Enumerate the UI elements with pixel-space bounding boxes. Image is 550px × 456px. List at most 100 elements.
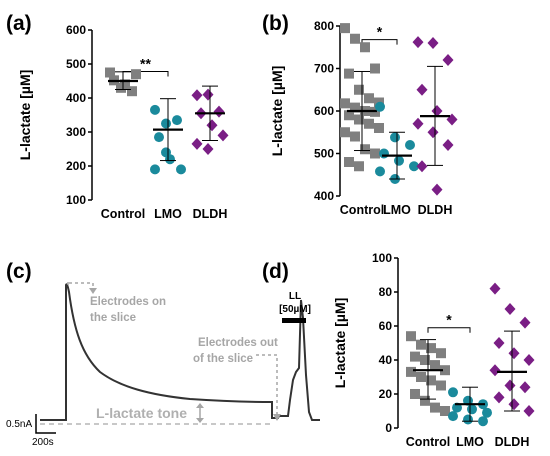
data-point-lmo — [482, 407, 492, 418]
panel-label-c: (c) — [6, 260, 32, 283]
data-point-dldh — [431, 183, 443, 196]
data-point-control — [420, 355, 430, 365]
data-point-control — [430, 402, 440, 413]
data-point-control — [354, 84, 364, 95]
y-tick-label: 100 — [372, 251, 392, 265]
data-point-dldh — [489, 282, 501, 295]
chart-c: Electrodes on the slice Electrodes out of … — [6, 282, 320, 448]
data-point-lmo — [176, 164, 186, 175]
y-tick-label: 60 — [379, 319, 393, 333]
data-point-dldh — [206, 119, 218, 132]
data-point-dldh — [523, 405, 535, 417]
data-point-dldh — [508, 347, 520, 360]
data-point-lmo — [467, 404, 477, 415]
y-tick-label: 800 — [314, 19, 334, 33]
data-point-control — [120, 79, 130, 90]
y-tick-label: 700 — [314, 62, 334, 76]
annotation-electrodes-out: Electrodes out of the slice — [193, 337, 278, 365]
ll-label: LL — [289, 291, 301, 302]
panel-label-a: (a) — [6, 12, 32, 35]
y-tick-label: 600 — [66, 23, 86, 37]
y-axis-label: L-lactate [µM] — [269, 66, 285, 157]
data-point-control — [370, 63, 380, 74]
data-point-control — [131, 69, 141, 80]
x-category-label: Control — [340, 203, 384, 217]
data-point-control — [416, 339, 426, 350]
arrowhead-icon — [89, 288, 97, 294]
data-point-lmo — [375, 166, 385, 177]
y-axis-label: L-lactate [µM] — [332, 298, 348, 389]
electrodes-out-pointer — [256, 354, 278, 420]
data-point-lmo — [154, 132, 164, 143]
data-point-lmo — [150, 104, 160, 115]
data-point-lmo — [161, 118, 171, 129]
data-point-dldh — [191, 89, 203, 102]
data-point-control — [344, 68, 354, 79]
x-category-label: Control — [406, 435, 450, 449]
x-category-label: LMO — [456, 435, 484, 449]
data-point-control — [420, 395, 430, 406]
data-point-dldh — [523, 354, 535, 366]
data-point-control — [406, 366, 416, 377]
data-point-dldh — [427, 37, 439, 49]
data-point-dldh — [442, 139, 454, 151]
data-point-lmo — [405, 140, 415, 150]
data-point-lmo — [161, 147, 171, 158]
data-point-lmo — [172, 115, 182, 126]
y-axis-label: L-lactate [µM] — [17, 70, 33, 161]
x-category-label: LMO — [154, 207, 182, 221]
scale-bar-time-label: 200s — [32, 437, 54, 448]
y-tick-label: 80 — [379, 285, 393, 299]
data-point-dldh — [191, 137, 203, 150]
x-category-label: DLDH — [193, 207, 228, 221]
y-tick-label: 600 — [314, 104, 334, 118]
panel-label-b: (b) — [262, 12, 289, 35]
data-point-control — [430, 360, 440, 371]
data-point-dldh — [489, 364, 501, 377]
annotation-electrodes-on: Electrodes on the slice — [90, 296, 166, 324]
scale-bar-current-label: 0.5nA — [6, 419, 32, 430]
data-point-dldh — [427, 126, 439, 139]
data-point-control — [340, 23, 350, 34]
data-point-control — [350, 131, 360, 142]
data-point-control — [436, 380, 446, 391]
data-point-lmo — [394, 155, 404, 166]
significance-label: * — [446, 312, 452, 328]
y-tick-label: 500 — [66, 57, 86, 71]
data-point-dldh — [213, 105, 225, 118]
data-point-dldh — [493, 391, 505, 404]
data-point-lmo — [409, 161, 419, 172]
x-category-label: DLDH — [495, 435, 530, 449]
y-tick-label: 0 — [385, 421, 392, 435]
significance-label: ** — [140, 55, 151, 71]
current-trace-line — [40, 283, 320, 421]
data-point-lmo — [150, 164, 160, 175]
y-tick-label: 100 — [66, 193, 86, 207]
data-point-control — [406, 331, 416, 342]
data-point-control — [340, 127, 350, 138]
chart-d: 0 20 40 60 80 100 L-lactate [µM] Control LMO DLDH… — [332, 251, 535, 449]
data-point-dldh — [217, 129, 229, 142]
data-point-control — [350, 102, 360, 113]
x-category-label: Control — [101, 207, 145, 221]
arrowhead-icon — [196, 418, 204, 423]
data-point-dldh — [416, 83, 428, 96]
data-point-dldh — [504, 303, 516, 315]
data-point-lmo — [463, 414, 473, 425]
data-point-lmo — [478, 416, 488, 427]
x-category-label: LMO — [383, 203, 411, 217]
arrowhead-icon — [196, 403, 204, 408]
data-point-dldh — [412, 117, 424, 130]
y-tick-label: 40 — [379, 353, 393, 367]
data-point-control — [426, 343, 436, 354]
data-point-control — [440, 406, 450, 416]
panel-label-d: (d) — [262, 260, 289, 283]
significance-label: * — [377, 24, 383, 40]
arrowhead-icon — [273, 414, 281, 421]
data-point-control — [410, 351, 420, 362]
data-point-control — [416, 372, 426, 382]
data-point-control — [440, 365, 450, 376]
data-point-control — [354, 161, 364, 172]
